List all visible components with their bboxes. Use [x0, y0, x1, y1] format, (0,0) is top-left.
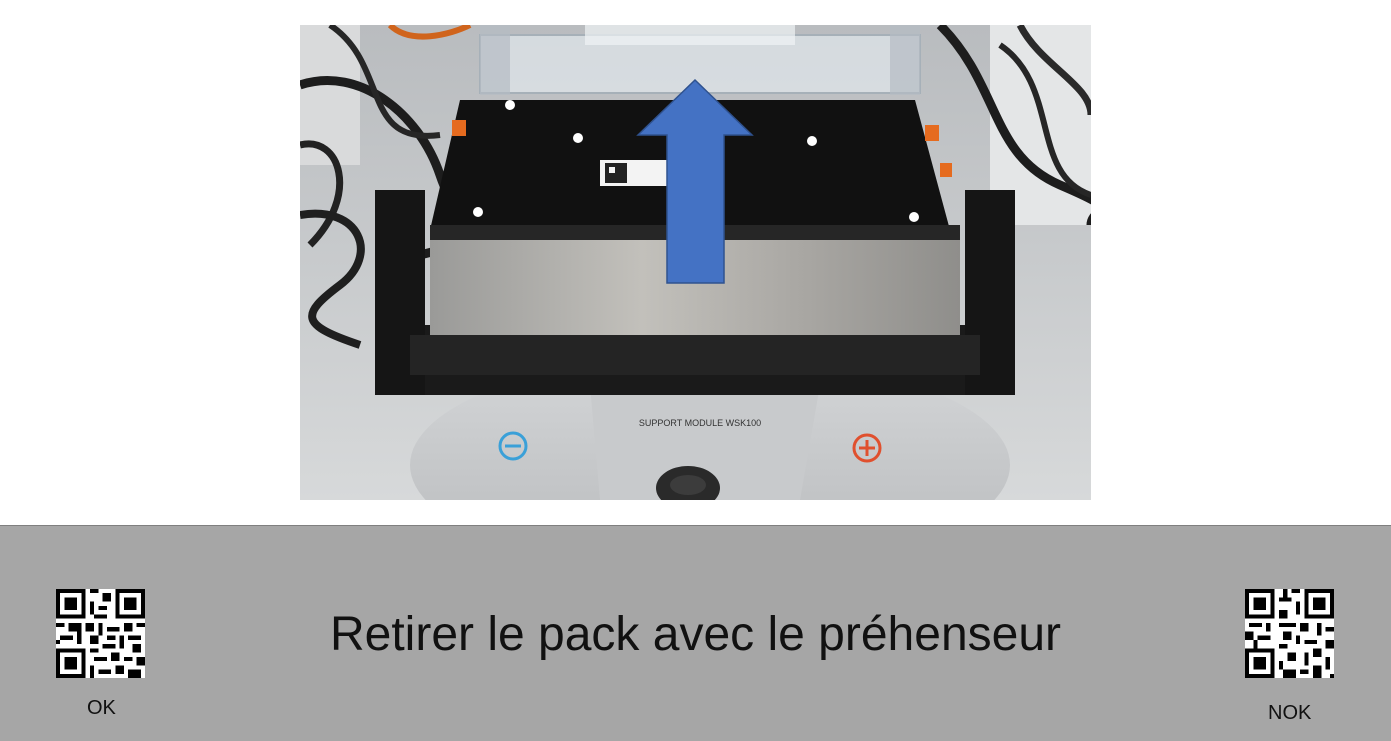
battery-pack-illustration: SUPPORT MODULE WSK100: [300, 25, 1091, 500]
instruction-panel: OK Retirer le pack avec le préhenseur: [0, 525, 1391, 741]
nok-label: NOK: [1268, 702, 1312, 724]
fixture-label: SUPPORT MODULE WSK100: [639, 418, 761, 428]
qr-code-ok-icon[interactable]: [56, 589, 145, 678]
qr-code-nok-icon[interactable]: [1245, 589, 1334, 678]
instruction-photo: SUPPORT MODULE WSK100: [300, 25, 1091, 500]
instruction-text: Retirer le pack avec le préhenseur: [329, 608, 1062, 661]
ok-label: OK: [87, 697, 116, 719]
up-arrow-icon: [636, 78, 754, 284]
